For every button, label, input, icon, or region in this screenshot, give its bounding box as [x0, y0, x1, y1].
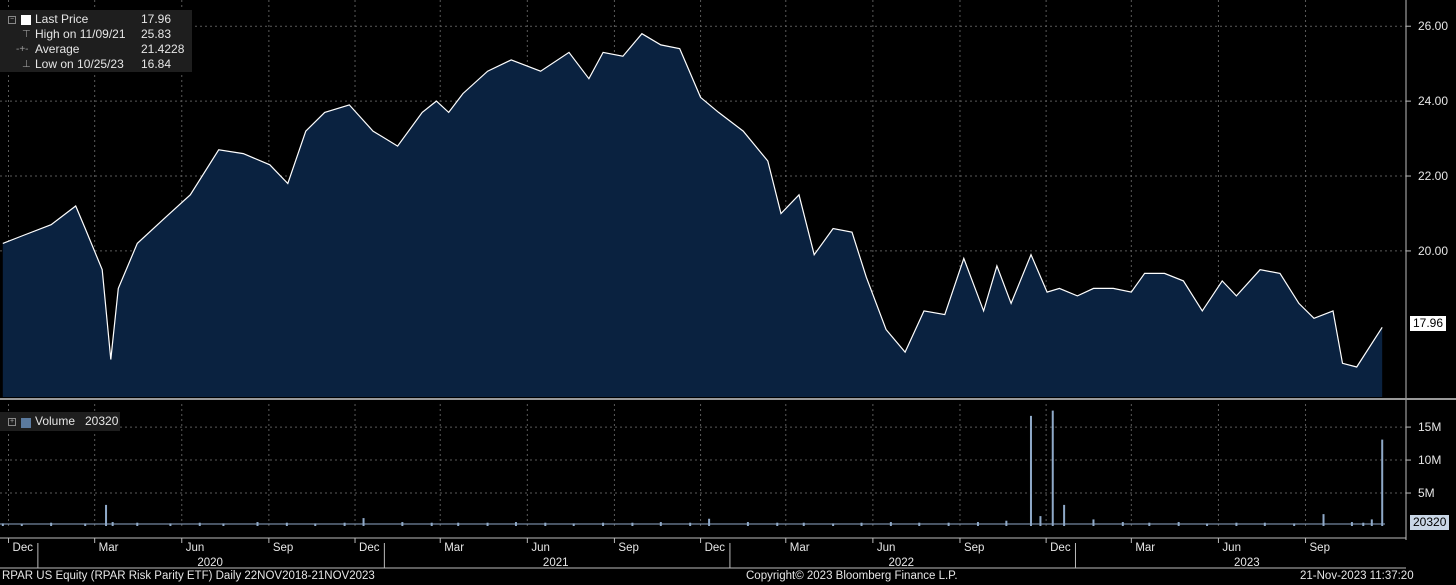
volume-bar — [1051, 410, 1054, 526]
month-tick-label: Jun — [531, 542, 550, 554]
volume-bar — [1092, 519, 1095, 526]
average-value: 21.4228 — [141, 42, 185, 56]
month-tick-label: Dec — [1050, 542, 1071, 554]
month-tick-label: Mar — [1135, 542, 1155, 554]
last-price-label: Last Price — [35, 12, 89, 26]
volume-bar — [222, 523, 225, 526]
volume-bar — [1322, 514, 1325, 526]
month-tick-label: Mar — [790, 542, 810, 554]
high-label: High on 11/09/21 — [35, 27, 126, 41]
year-tick-label: 2020 — [197, 557, 223, 569]
low-value: 16.84 — [141, 57, 172, 71]
average-marker-icon: -+- — [16, 44, 29, 55]
low-label: Low on 10/25/23 — [35, 57, 124, 71]
low-marker-icon: ⊥ — [22, 59, 31, 70]
footer-copyright: Copyright© 2023 Bloomberg Finance L.P. — [746, 570, 958, 582]
tick-labels: 26.00 24.00 22.00 20.00 15M 10M 5M Dec Mar Jun Sep… — [13, 19, 1449, 569]
volume-bar — [1381, 439, 1384, 526]
month-tick-label: Mar — [444, 542, 464, 554]
price-tick-label: 22.00 — [1418, 169, 1448, 183]
month-tick-label: Dec — [359, 542, 380, 554]
volume-bar — [169, 523, 172, 526]
collapse-icon[interactable]: − — [8, 16, 16, 24]
price-legend: − Last Price 17.96 ⊤ High on 11/09/21 25… — [0, 10, 192, 72]
footer-timestamp: 21-Nov-2023 11:37:20 — [1300, 570, 1414, 582]
month-tick-label: Mar — [99, 542, 119, 554]
volume-bar — [1029, 415, 1032, 526]
volume-label: Volume — [35, 414, 76, 428]
volume-tick-label: 10M — [1418, 453, 1441, 467]
month-tick-label: Sep — [618, 542, 638, 554]
volume-tick-label: 5M — [1418, 486, 1435, 500]
price-line — [2, 32, 1383, 368]
year-tick-label: 2021 — [543, 557, 569, 569]
month-tick-label: Sep — [1310, 542, 1330, 554]
price-tick-label: 26.00 — [1418, 19, 1448, 33]
volume-bar — [1206, 523, 1209, 526]
last-price-tag: 17.96 — [1410, 316, 1447, 331]
year-tick-label: 2022 — [888, 557, 914, 569]
month-tick-label: Sep — [964, 542, 984, 554]
volume-bar — [1005, 520, 1008, 526]
price-area — [2, 32, 1383, 397]
month-tick-label: Dec — [13, 542, 34, 554]
volume-legend: + Volume 20320 — [0, 412, 120, 431]
volume-bar — [572, 523, 575, 526]
volume-value: 20320 — [85, 414, 119, 428]
volume-swatch-icon — [21, 418, 31, 428]
expand-icon[interactable]: + — [8, 418, 16, 426]
axes — [0, 0, 1456, 569]
volume-bar — [314, 523, 317, 526]
month-tick-label: Sep — [273, 542, 293, 554]
volume-bar — [105, 504, 108, 526]
volume-bar — [1370, 519, 1373, 526]
volume-bar — [1, 523, 4, 526]
month-tick-label: Jun — [877, 542, 896, 554]
volume-tick-label: 15M — [1418, 420, 1441, 434]
volume-bar — [1063, 504, 1066, 526]
volume-bar — [708, 518, 711, 526]
volume-bar — [84, 523, 87, 526]
high-value: 25.83 — [141, 27, 172, 41]
month-tick-label: Dec — [705, 542, 726, 554]
volume-bar — [832, 523, 835, 526]
volume-bars — [0, 410, 1385, 526]
last-volume-tag: 20320 — [1410, 515, 1450, 530]
volume-bar — [1293, 523, 1296, 526]
price-tick-label: 24.00 — [1418, 94, 1448, 108]
volume-bar — [20, 524, 23, 526]
year-tick-label: 2023 — [1234, 557, 1260, 569]
month-tick-label: Jun — [186, 542, 205, 554]
month-tick-label: Jun — [1222, 542, 1241, 554]
volume-bar — [1039, 516, 1042, 526]
high-marker-icon: ⊤ — [22, 29, 31, 40]
last-price-value: 17.96 — [141, 12, 172, 26]
price-tick-label: 20.00 — [1418, 244, 1448, 258]
footer-security: RPAR US Equity (RPAR Risk Parity ETF) Da… — [2, 570, 375, 582]
last-price-swatch-icon — [21, 15, 31, 25]
volume-bar — [362, 518, 365, 526]
price-area-fill — [2, 33, 1383, 397]
average-label: Average — [35, 42, 80, 56]
